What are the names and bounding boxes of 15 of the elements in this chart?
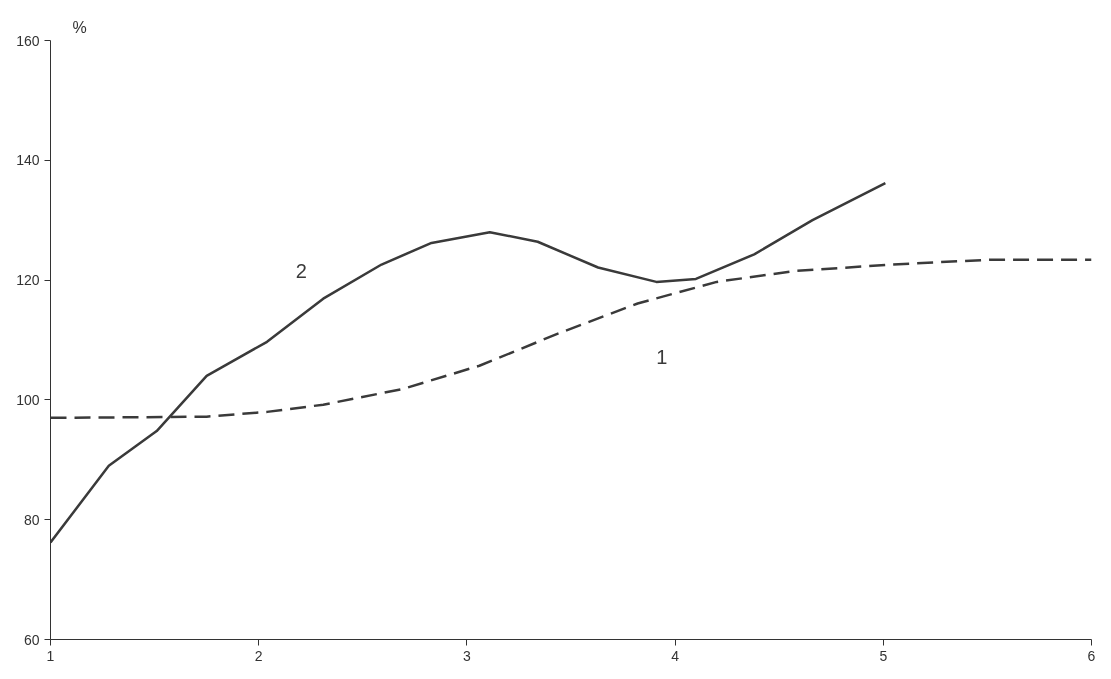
y-tick-label: 60 — [23, 631, 40, 648]
x-tick-label: 3 — [463, 647, 472, 664]
x-tick-label: 6 — [1087, 647, 1096, 664]
y-axis-title: % — [72, 18, 87, 36]
x-tick-label: 1 — [46, 647, 55, 664]
y-tick-label: 140 — [16, 152, 40, 169]
series-label: 2 — [295, 259, 307, 282]
x-tick-label: 4 — [671, 647, 680, 664]
y-tick-label: 100 — [16, 391, 40, 408]
y-tick-label: 160 — [16, 32, 40, 49]
x-tick-label: 2 — [254, 647, 263, 664]
text: 1 — [656, 345, 668, 368]
y-tick-label: 80 — [23, 511, 40, 528]
x-tick-label: 5 — [879, 647, 888, 664]
y-tick-label: 120 — [16, 272, 40, 289]
